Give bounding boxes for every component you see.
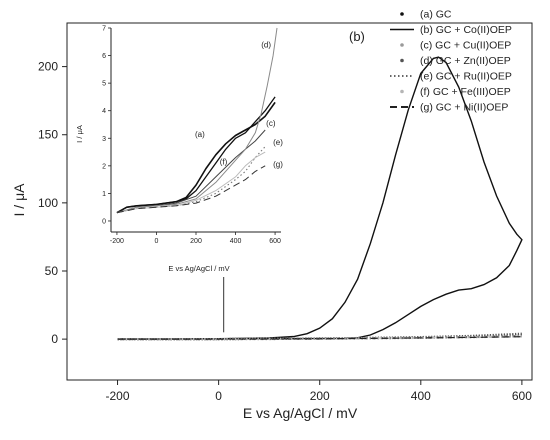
inset-frame [87,28,305,277]
legend-label-1: (b) GC + Co(II)OEP [420,24,512,36]
legend: (a) GC (b) GC + Co(II)OEP (c) GC + Cu(II)O… [390,9,512,114]
inset-y-tick-label: 4 [102,108,106,115]
legend-label-4: (e) GC + Ru(II)OEP [420,71,512,83]
inset-y-tick-label: 6 [102,53,106,60]
inset-y-tick-label: 2 [102,163,106,170]
inset-x-tick-label: 0 [155,238,159,245]
inset-y-axis-title: I / μA [75,125,84,143]
inset-y-tick-label: 7 [102,26,106,33]
inset-x-axis-title: E vs Ag/AgCl / mV [168,264,229,273]
inset-curve-label-2: (d) [261,40,271,49]
inset-y-tick-label: 5 [102,81,106,88]
inset-series-line-3 [116,27,278,214]
inset-curve-label-4: (f) [220,157,228,166]
main-y-tick-label: 100 [38,196,58,210]
inset-x-tick-label: 400 [230,238,242,245]
main-y-tick-label: 150 [38,128,58,142]
inset-y-tick-label: 1 [102,191,106,198]
inset-series-group [116,27,278,214]
panel-label: (b) [349,29,365,44]
legend-marker-0 [400,12,404,16]
legend-marker-5 [400,89,404,94]
main-x-axis-title: E vs Ag/AgCl / mV [243,405,358,421]
main-x-tick-label: 600 [512,389,532,403]
inset-curve-label-0: (a) [195,130,205,139]
main-series-line-6 [117,336,522,340]
legend-marker-3 [400,58,404,63]
inset-curve-labels: (a) (c) (d) (e) (f) (g) [195,40,283,169]
legend-label-3: (d) GC + Zn(II)OEP [420,55,511,67]
inset-curve-label-1: (c) [266,119,276,128]
legend-label-5: (f) GC + Fe(III)OEP [420,86,511,98]
main-y-tick-label: 200 [38,60,58,74]
inset-series-line-6 [116,165,266,214]
inset-x-tick-label: 600 [269,238,281,245]
inset-curve-label-3: (e) [273,138,283,147]
main-x-tick-label: 400 [411,389,431,403]
main-x-tick-label: -200 [106,389,130,403]
legend-marker-2 [400,43,404,47]
main-plot-frame [66,22,533,381]
inset-y-tick-label: 3 [102,136,106,143]
legend-label-2: (c) GC + Cu(II)OEP [420,40,511,52]
inset-axes: -200 0 200 400 600 0 1 2 3 4 5 6 7 [102,26,281,246]
legend-label-6: (g) GC + Ni(II)OEP [420,102,508,114]
main-y-axis-title: I / μA [11,183,27,217]
inset-x-tick-label: 200 [190,238,202,245]
inset-series-line-5 [116,151,266,214]
inset-x-tick-label: -200 [110,238,124,245]
main-x-tick-label: 0 [215,389,222,403]
inset-series-line-1 [116,96,276,214]
main-x-tick-label: 200 [310,389,330,403]
main-y-tick-label: 50 [45,264,59,278]
main-series-line-1 [117,56,523,340]
inset-y-tick-label: 0 [102,218,106,225]
inset-curve-label-5: (g) [273,160,283,169]
main-series-group [117,56,523,341]
main-y-tick-label: 0 [51,332,58,346]
legend-label-0: (a) GC [420,9,452,21]
